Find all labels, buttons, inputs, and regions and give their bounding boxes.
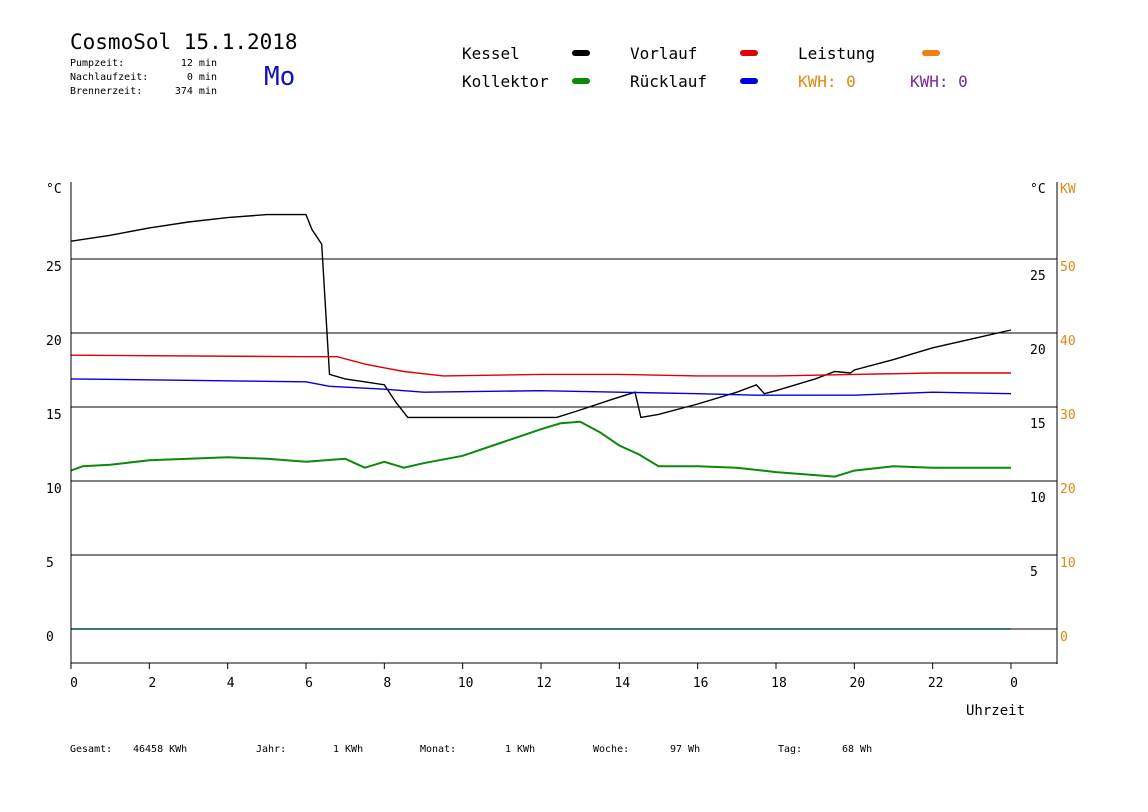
stat-pumpzeit-value: 12 min [180,58,217,69]
footer-tag-value: 68 Wh [842,744,873,755]
y-right-tick-label: 10 [1030,491,1046,506]
kwh-label-1: KWH: 0 [798,72,856,91]
page-title: CosmoSol 15.1.2018 [70,30,298,54]
x-tick-label: 2 [148,676,156,691]
legend-swatch-ruecklauf [740,78,758,84]
y2-tick-label: 40 [1060,334,1076,349]
kwh-label-2: KWH: 0 [910,72,968,91]
y2-tick-label: 20 [1060,482,1076,497]
x-tick-label: 14 [615,676,631,691]
stat-brennerzeit-label: Brennerzeit: [70,86,143,97]
x-tick-label: 4 [227,676,235,691]
y2-unit: KW [1060,182,1076,197]
footer-monat-label: Monat: [420,744,457,755]
y2-tick-label: 50 [1060,260,1076,275]
y-left-tick-label: 15 [46,408,62,423]
legend-swatch-kessel [572,50,590,56]
y2-tick-label: 0 [1060,630,1068,645]
stat-pumpzeit-label: Pumpzeit: [70,58,125,69]
x-tick-label: 8 [383,676,391,691]
legend-label-leistung: Leistung [798,44,876,63]
stat-nachlaufzeit-value: 0 min [186,72,217,83]
y-left-tick-label: 25 [46,260,62,275]
footer-woche-label: Woche: [593,744,630,755]
x-tick-label: 22 [928,676,944,691]
y2-tick-label: 10 [1060,556,1076,571]
y2-tick-label: 30 [1060,408,1076,423]
y-right-tick-label: 15 [1030,417,1046,432]
legend-swatch-leistung [922,50,940,56]
x-tick-label: 6 [305,676,313,691]
series-line-vorlauf [70,354,1011,377]
x-tick-label: 12 [536,676,552,691]
footer-monat-value: 1 KWh [505,744,536,755]
x-tick-label: 0 [70,676,78,691]
series-line-kessel [70,213,1012,419]
x-tick-label: 16 [693,676,709,691]
stat-brennerzeit-value: 374 min [174,86,217,97]
footer-jahr-value: 1 KWh [333,744,364,755]
series-line-kollektor [70,420,1011,478]
x-tick-label: 18 [771,676,787,691]
legend-swatch-vorlauf [740,50,758,56]
stat-nachlaufzeit-label: Nachlaufzeit: [70,72,149,83]
legend-label-kollektor: Kollektor [462,72,549,91]
y-right-unit: °C [1030,182,1046,197]
y-right-tick-label: 20 [1030,343,1046,358]
weekday-label: Mo [264,62,296,92]
legend-label-ruecklauf: Rücklauf [630,72,708,91]
legend-swatch-kollektor [572,78,590,84]
footer-jahr-label: Jahr: [256,744,287,755]
y-right-tick-label: 25 [1030,269,1046,284]
y-left-tick-label: 0 [46,630,54,645]
y-left-tick-label: 10 [46,482,62,497]
y-left-tick-label: 5 [46,556,54,571]
series-line-rcklauf [70,378,1012,396]
footer-woche-value: 97 Wh [670,744,701,755]
footer-gesamt-value: 46458 KWh [133,744,188,755]
x-tick-label: 0 [1010,676,1018,691]
legend-label-vorlauf: Vorlauf [630,44,698,63]
y-right-tick-label: 5 [1030,565,1038,580]
x-axis-label: Uhrzeit [966,703,1025,719]
y-left-tick-label: 20 [46,334,62,349]
footer-gesamt-label: Gesamt: [70,744,113,755]
footer-tag-label: Tag: [778,744,803,755]
y-left-unit: °C [46,182,62,197]
legend-label-kessel: Kessel [462,44,520,63]
x-tick-label: 10 [458,676,474,691]
x-tick-label: 20 [850,676,866,691]
